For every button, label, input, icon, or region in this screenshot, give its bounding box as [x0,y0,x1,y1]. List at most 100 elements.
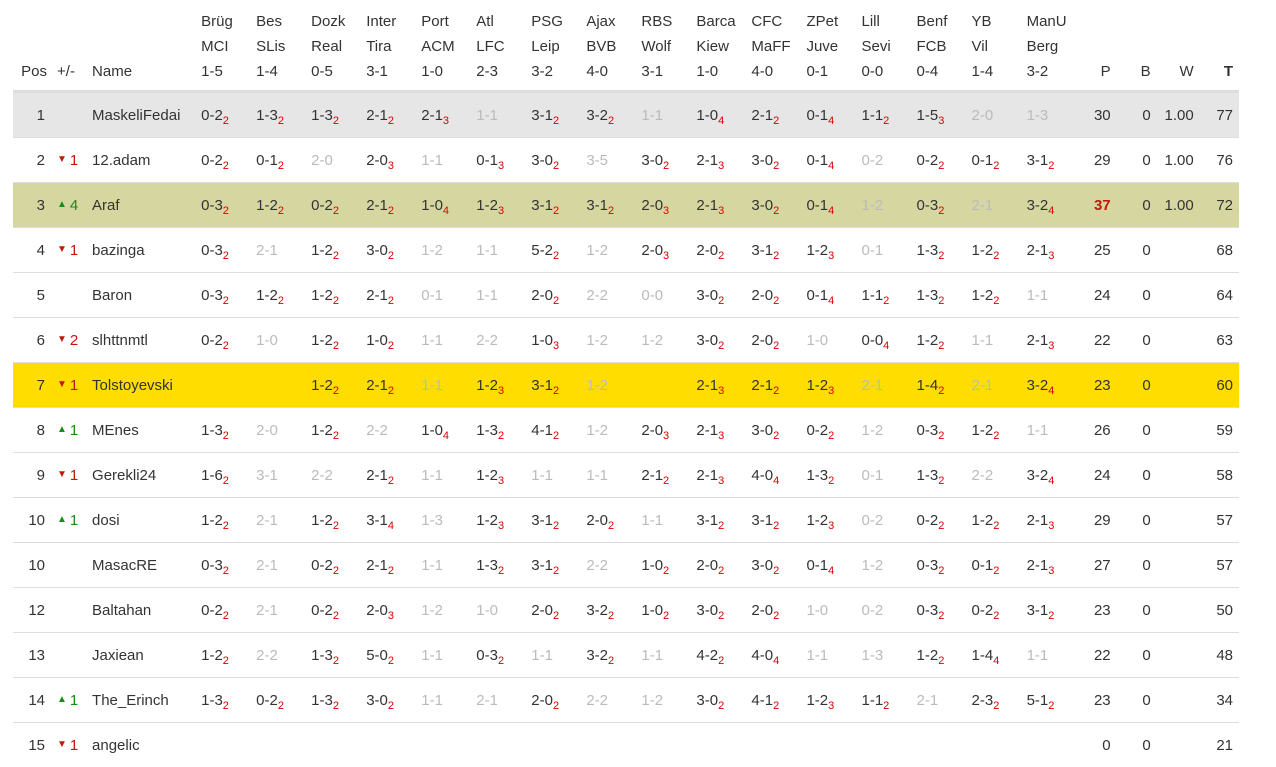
total-cell: 34 [1200,678,1239,723]
match-result: 0-0 [861,59,912,84]
points-earned: 2 [333,385,339,397]
points-cell: 29 [1078,138,1117,183]
points-earned: 3 [828,700,834,712]
match-result: 1-5 [201,59,252,84]
prediction-cell: 1-1 [802,633,857,678]
points-earned: 4 [828,115,834,127]
points-earned: 2 [718,295,724,307]
points-earned: 2 [938,160,944,172]
header-name[interactable]: Name [88,0,197,92]
prediction-cell: 0-32 [913,588,968,633]
prediction-cell: 0-22 [252,678,307,723]
header-w[interactable]: W [1157,0,1200,92]
prediction-cell: 1-32 [307,678,362,723]
player-name[interactable]: 12.adam [88,138,197,183]
points-earned: 2 [553,115,559,127]
player-name[interactable]: MEnes [88,408,197,453]
position-cell: 10 [13,543,50,588]
points-earned: 3 [1048,340,1054,352]
points-earned: 2 [938,430,944,442]
player-name[interactable]: Tolstoyevski [88,363,197,408]
player-name[interactable]: angelic [88,723,197,767]
header-b[interactable]: B [1117,0,1157,92]
prediction-cell: 1-23 [802,363,857,408]
match-result: 3-2 [1027,59,1078,84]
points-earned: 3 [388,160,394,172]
points-earned: 2 [223,475,229,487]
points-earned: 2 [498,565,504,577]
player-name[interactable]: Jaxiean [88,633,197,678]
prediction-cell: 2-03 [362,588,417,633]
player-name[interactable]: Araf [88,183,197,228]
points-earned: 3 [828,520,834,532]
prediction-cell: 3-02 [747,138,802,183]
prediction-cell: 0-22 [913,498,968,543]
prediction-cell: 1-1 [417,543,472,588]
prediction-cell: 1-22 [913,633,968,678]
player-name[interactable]: MasacRE [88,543,197,588]
header-total[interactable]: T [1200,0,1239,92]
prediction-cell: 1-04 [417,408,472,453]
player-name[interactable]: MaskeliFedai [88,92,197,138]
prediction-cell [197,363,252,408]
prediction-cell: 1-1 [417,363,472,408]
points-earned: 2 [1048,160,1054,172]
match-result: 4-0 [586,59,637,84]
player-name[interactable]: bazinga [88,228,197,273]
prediction-cell: 0-22 [968,588,1023,633]
prediction-cell: 1-0 [252,318,307,363]
player-name[interactable]: The_Erinch [88,678,197,723]
header-pos[interactable]: Pos [13,0,50,92]
prediction-cell: 2-1 [252,588,307,633]
points-earned: 2 [553,610,559,622]
prediction-cell: 0-2 [857,588,912,633]
player-name[interactable]: slhttnmtl [88,318,197,363]
points-earned: 2 [773,160,779,172]
prediction-cell: 3-12 [692,498,747,543]
player-name[interactable]: Baron [88,273,197,318]
points-earned: 2 [938,340,944,352]
prediction-cell: 2-12 [637,453,692,498]
points-earned: 2 [773,520,779,532]
points-earned: 2 [718,340,724,352]
points-earned: 2 [388,475,394,487]
prediction-cell: 0-1 [417,273,472,318]
header-change[interactable]: +/- [50,0,88,92]
player-name[interactable]: Gerekli24 [88,453,197,498]
header-points[interactable]: P [1078,0,1117,92]
player-name[interactable]: dosi [88,498,197,543]
player-name[interactable]: Baltahan [88,588,197,633]
